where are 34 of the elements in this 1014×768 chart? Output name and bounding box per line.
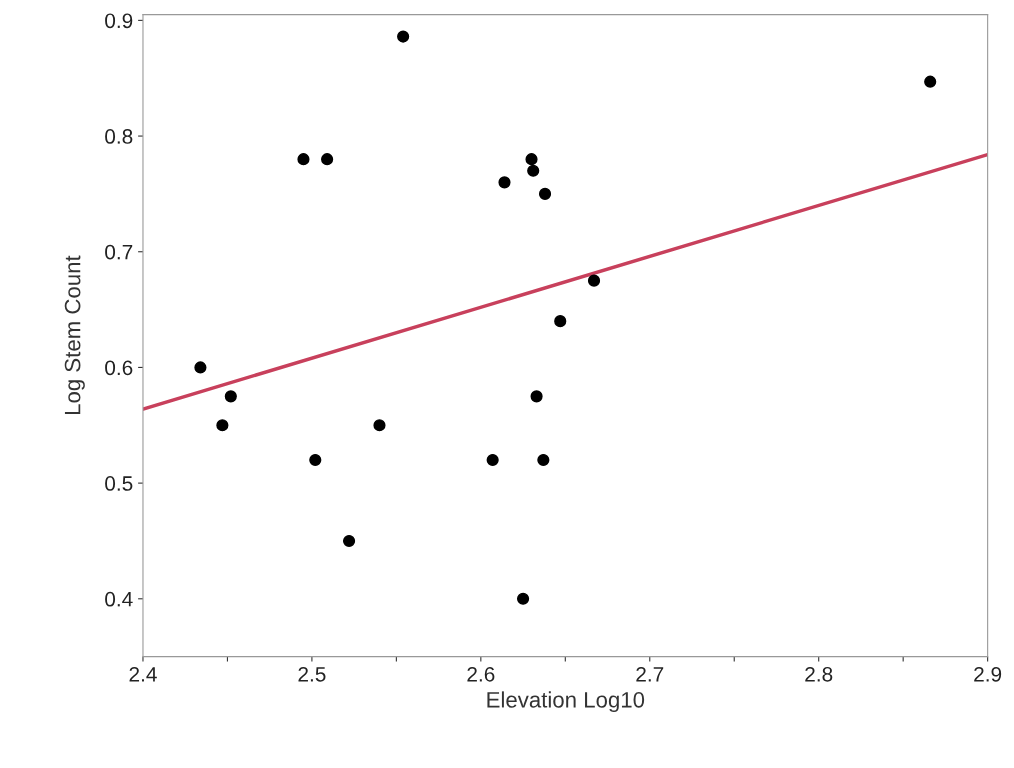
point — [297, 153, 310, 166]
x-tick-label: 2.7 — [636, 666, 664, 682]
y-tick-label: 0.7 — [105, 244, 133, 260]
x-tick-label: 2.9 — [974, 666, 1002, 682]
y-tick-label: 0.6 — [105, 360, 133, 376]
point — [538, 187, 552, 200]
point — [486, 453, 499, 467]
point — [525, 153, 538, 166]
point — [554, 315, 567, 328]
point — [397, 30, 410, 43]
point — [537, 453, 550, 467]
y-tick-label: 0.4 — [105, 591, 133, 607]
y-tick-label: 0.9 — [105, 13, 133, 29]
point — [516, 592, 530, 605]
point — [924, 75, 937, 88]
x-tick-label: 2.4 — [129, 666, 157, 682]
y-tick-label: 0.5 — [105, 476, 133, 491]
x-tick-label: 2.5 — [298, 666, 326, 682]
point — [527, 164, 540, 177]
point — [216, 419, 229, 432]
point — [587, 274, 601, 287]
point — [498, 176, 511, 189]
point — [309, 453, 322, 467]
x-axis-title: Elevation Log10 — [487, 691, 645, 713]
y-tick-label: 0.8 — [105, 129, 133, 144]
point — [224, 390, 237, 403]
point — [342, 534, 356, 548]
point — [321, 153, 334, 166]
x-tick-label: 2.6 — [467, 666, 495, 682]
point — [194, 361, 207, 374]
point — [530, 390, 543, 403]
x-tick-label: 2.8 — [805, 666, 833, 682]
y-axis-title: Log Stem Count — [64, 255, 85, 415]
point — [373, 419, 386, 432]
